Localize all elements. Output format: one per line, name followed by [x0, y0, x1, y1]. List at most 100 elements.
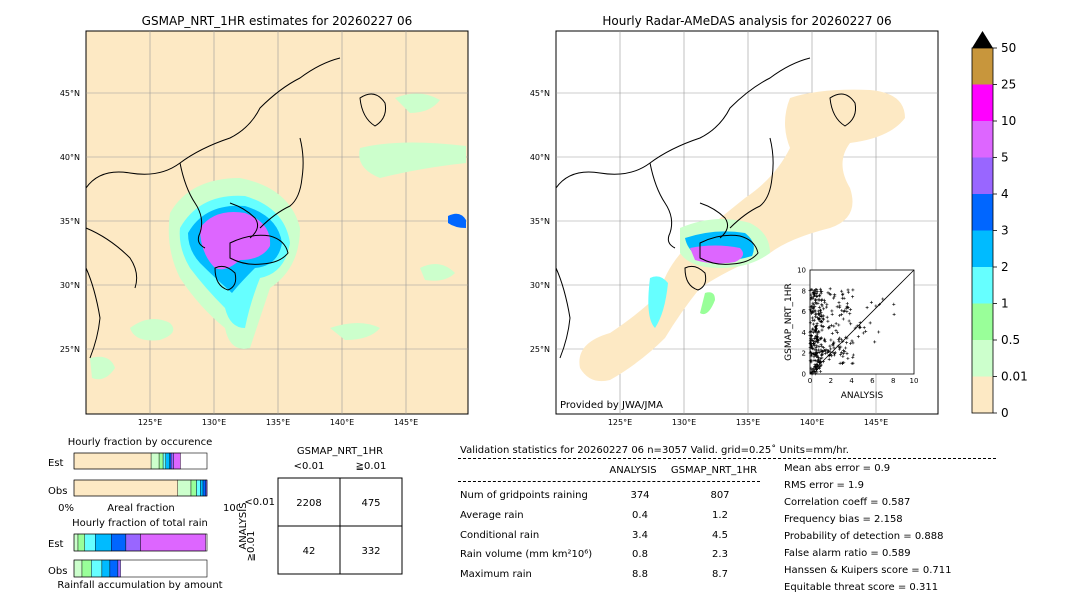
validation-col-gsmap: GSMAP_NRT_1HR [670, 465, 758, 476]
total-rain-est-segment [77, 533, 85, 552]
colorbar-swatch [972, 230, 993, 268]
scatter-point [840, 309, 844, 312]
contingency-cell-21: 42 [303, 546, 316, 557]
scatter-point [838, 361, 842, 365]
scatter-point [812, 293, 816, 297]
contingency-cell-12: 475 [361, 498, 380, 509]
scatter-point [840, 289, 844, 293]
scatter-diagonal [809, 269, 915, 375]
scatter-point [844, 307, 848, 310]
scatter-point [814, 325, 817, 329]
scatter-point [812, 355, 816, 359]
scatter-point [809, 360, 813, 364]
scatter-point [865, 306, 869, 310]
scatter-y-tick: 2 [802, 350, 806, 358]
scatter-point [809, 350, 813, 354]
validation-row-label: Num of gridpoints raining [460, 490, 588, 501]
left-lat-label-30: 30°N [60, 281, 80, 290]
scatter-point [840, 351, 843, 355]
scatter-point [834, 329, 838, 333]
credit-text: Provided by JWA/JMA [560, 400, 663, 411]
scatter-point [830, 331, 834, 335]
scatter-point [844, 335, 848, 339]
right-lat-label-25: 25°N [530, 345, 550, 354]
scatter-point [809, 366, 813, 370]
scatter-x-tick: 0 [808, 377, 812, 385]
scatter-point [813, 315, 817, 319]
colorbar-label: 0.5 [1001, 333, 1020, 347]
left-lat-label-25: 25°N [60, 345, 80, 354]
scatter-point [830, 309, 834, 313]
scatter-point [830, 312, 834, 316]
scatter-point [832, 346, 836, 350]
right-lat-label-40: 40°N [530, 153, 550, 162]
scatter-point [811, 347, 815, 351]
right-lon-label-135: 135°E [736, 418, 760, 427]
total-rain-est-segment [84, 533, 96, 552]
scatter-point [813, 364, 817, 368]
scatter-point [811, 327, 814, 331]
occurrence-obs-segment [190, 479, 197, 497]
scatter-point [820, 303, 824, 307]
validation-row-gsmap: 4.5 [712, 530, 728, 541]
scatter-point [837, 323, 841, 327]
scatter-point [822, 314, 826, 318]
scatter-point [823, 339, 827, 343]
scatter-point [810, 304, 814, 308]
scatter-point [822, 346, 826, 350]
scatter-point [834, 322, 838, 325]
colorbar-label: 25 [1001, 78, 1016, 92]
scatter-point [841, 352, 845, 356]
occurrence-est-segment [158, 452, 164, 470]
scatter-point [809, 337, 813, 341]
colorbar-label: 3 [1001, 224, 1009, 238]
occurrence-est-segment [165, 452, 171, 470]
scatter-point [840, 313, 844, 317]
score-frequency-bias: Frequency bias = 2.158 [784, 514, 903, 525]
scatter-point [812, 336, 816, 340]
scatter-point [815, 292, 819, 296]
contingency-col-2: ≧0.01 [355, 461, 387, 472]
scatter-point [816, 335, 820, 339]
colorbar-swatch [972, 157, 993, 195]
total-rain-obs-segment [81, 559, 92, 578]
total-rain-est-segment [110, 533, 126, 552]
occurrence-est-segment [162, 452, 166, 470]
scatter-point [845, 302, 849, 305]
scatter-point [821, 360, 825, 364]
scatter-point [851, 288, 855, 292]
total-rain-title: Hourly fraction of total rain [72, 518, 208, 529]
scatter-point [809, 344, 813, 348]
scatter-point [841, 339, 845, 343]
scatter-point [819, 364, 822, 368]
left-coastlines [85, 57, 386, 359]
scatter-point [820, 356, 824, 360]
scatter-point [848, 312, 852, 316]
scatter-point [820, 353, 824, 357]
scatter-point [813, 305, 817, 309]
scatter-point [841, 361, 845, 365]
scatter-point [811, 297, 815, 301]
validation-row-gsmap: 807 [710, 490, 730, 501]
scatter-point [851, 361, 855, 365]
scatter-point [810, 371, 814, 375]
contingency-title: GSMAP_NRT_1HR [296, 446, 384, 457]
scatter-point [822, 307, 826, 311]
scatter-point [826, 351, 830, 355]
left-lon-label-130: 130°E [202, 418, 226, 427]
scatter-point [841, 355, 845, 358]
colorbar-swatch [972, 303, 993, 341]
score-far: False alarm ratio = 0.589 [784, 548, 911, 559]
scatter-point [812, 339, 816, 343]
scatter-point [815, 348, 819, 352]
scatter-x-tick: 2 [829, 377, 833, 385]
contingency-row-axis-label: ANALYSIS [238, 502, 249, 549]
total-rain-est-segment [73, 533, 79, 552]
occurrence-obs-segment-border [73, 479, 208, 497]
validation-row-analysis: 0.4 [632, 510, 648, 521]
scatter-y-tick: 10 [797, 267, 806, 275]
scatter-point [849, 342, 852, 345]
scatter-point [819, 291, 823, 295]
scatter-point [808, 321, 812, 325]
score-hk: Hanssen & Kuipers score = 0.711 [784, 565, 952, 576]
